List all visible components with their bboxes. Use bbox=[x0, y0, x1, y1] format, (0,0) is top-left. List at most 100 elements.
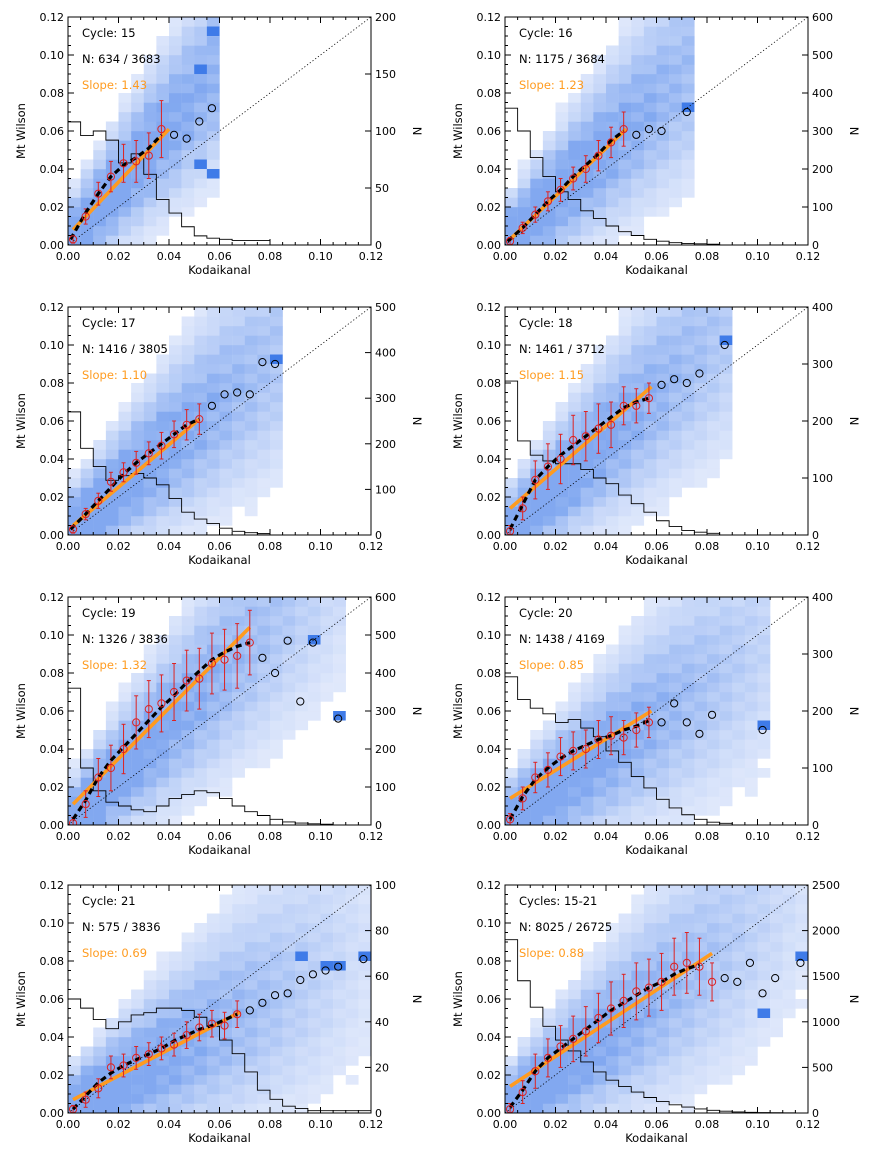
density-cell-dark bbox=[757, 720, 771, 730]
density-cell bbox=[257, 487, 271, 498]
density-cell bbox=[757, 692, 771, 702]
density-cell bbox=[643, 121, 657, 132]
density-cell bbox=[580, 150, 594, 160]
density-cell bbox=[206, 83, 220, 94]
density-cell bbox=[656, 131, 670, 141]
density-cell bbox=[643, 999, 657, 1009]
density-cell bbox=[606, 682, 619, 693]
x-tick-label: 0.04 bbox=[157, 250, 182, 263]
y-axis-label: Mt Wilson bbox=[451, 971, 465, 1027]
density-cell bbox=[143, 711, 157, 721]
density-cell bbox=[643, 1046, 657, 1057]
density-cell bbox=[320, 951, 334, 962]
density-cell bbox=[606, 1065, 619, 1076]
density-cell bbox=[194, 739, 208, 750]
density-cell bbox=[618, 36, 632, 46]
density-cell bbox=[143, 506, 157, 517]
density-cell bbox=[593, 1084, 607, 1095]
density-cell bbox=[732, 942, 746, 952]
cycle-label: Cycle: 20 bbox=[519, 606, 573, 620]
density-cell bbox=[181, 942, 195, 952]
density-cell bbox=[530, 730, 544, 740]
density-cell bbox=[93, 777, 107, 788]
density-cell bbox=[219, 961, 233, 971]
y2-tick-label: 500 bbox=[375, 301, 396, 314]
density-cell bbox=[219, 345, 233, 355]
density-cell bbox=[143, 392, 157, 403]
density-cell bbox=[206, 1037, 220, 1047]
density-cell bbox=[681, 701, 695, 712]
density-cell bbox=[131, 768, 144, 778]
density-cell bbox=[606, 468, 619, 479]
density-cell bbox=[143, 1094, 157, 1104]
density-cell bbox=[517, 815, 531, 825]
density-cell bbox=[631, 373, 645, 384]
density-cell bbox=[580, 83, 594, 94]
density-cell bbox=[181, 663, 195, 674]
bin-mean-point bbox=[632, 987, 641, 996]
density-cell bbox=[244, 913, 258, 924]
density-cell bbox=[105, 216, 119, 227]
density-cell bbox=[333, 1037, 346, 1047]
density-cell bbox=[681, 904, 695, 914]
density-cell bbox=[505, 497, 518, 507]
density-cell bbox=[68, 768, 81, 778]
density-cell bbox=[555, 787, 569, 797]
density-cell bbox=[606, 345, 619, 355]
density-cell bbox=[244, 597, 258, 607]
density-cell bbox=[169, 616, 182, 626]
density-cell bbox=[118, 1018, 132, 1028]
density-cell bbox=[656, 150, 670, 160]
y2-tick-label: 100 bbox=[375, 125, 396, 138]
density-cell bbox=[631, 421, 645, 431]
outlier-point bbox=[334, 714, 343, 723]
density-cell bbox=[169, 1103, 182, 1113]
density-cell bbox=[131, 131, 144, 141]
density-cell bbox=[606, 159, 619, 170]
density-cell bbox=[681, 150, 695, 160]
density-cell bbox=[606, 449, 619, 460]
density-cell bbox=[333, 635, 346, 645]
bin-mean-point bbox=[606, 1004, 616, 1013]
density-cell bbox=[631, 36, 645, 46]
density-cell bbox=[206, 1084, 220, 1095]
density-cell bbox=[206, 150, 220, 160]
density-cell bbox=[568, 207, 581, 217]
density-cell bbox=[719, 1027, 733, 1038]
density-cell bbox=[307, 961, 321, 971]
density-cell bbox=[568, 777, 581, 788]
density-cell bbox=[606, 178, 619, 189]
density-cell bbox=[593, 1065, 607, 1076]
sample-count-label: N: 1438 / 4169 bbox=[519, 632, 605, 646]
density-cell bbox=[131, 188, 144, 198]
density-cell bbox=[257, 440, 271, 450]
density-cell bbox=[643, 93, 657, 103]
cycle-label: Cycle: 16 bbox=[519, 26, 573, 40]
density-cell bbox=[707, 999, 720, 1009]
density-cell bbox=[320, 673, 334, 683]
density-cell bbox=[143, 150, 157, 160]
density-cell bbox=[732, 692, 746, 702]
density-cell bbox=[744, 739, 758, 750]
density-cell bbox=[93, 758, 107, 769]
density-cell bbox=[219, 711, 233, 721]
density-cell bbox=[656, 478, 670, 488]
x-tick-label: 0.00 bbox=[56, 250, 81, 263]
density-cell bbox=[181, 497, 195, 507]
y2-tick-label: 0 bbox=[375, 529, 382, 542]
density-cell bbox=[694, 989, 708, 1000]
density-cell bbox=[358, 1037, 371, 1047]
density-cell bbox=[593, 373, 607, 384]
density-cell bbox=[606, 980, 619, 990]
density-cell bbox=[593, 758, 607, 769]
density-cell bbox=[744, 635, 758, 645]
y-tick-label: 0.00 bbox=[477, 1107, 502, 1120]
density-cell bbox=[517, 1065, 531, 1076]
density-cell bbox=[681, 36, 695, 46]
density-cell bbox=[656, 506, 670, 517]
bin-mean-point bbox=[632, 725, 641, 735]
density-cell bbox=[694, 1018, 708, 1028]
y2-axis-label: N bbox=[410, 707, 424, 716]
density-cell bbox=[580, 402, 594, 412]
bin-mean-point bbox=[581, 432, 590, 441]
